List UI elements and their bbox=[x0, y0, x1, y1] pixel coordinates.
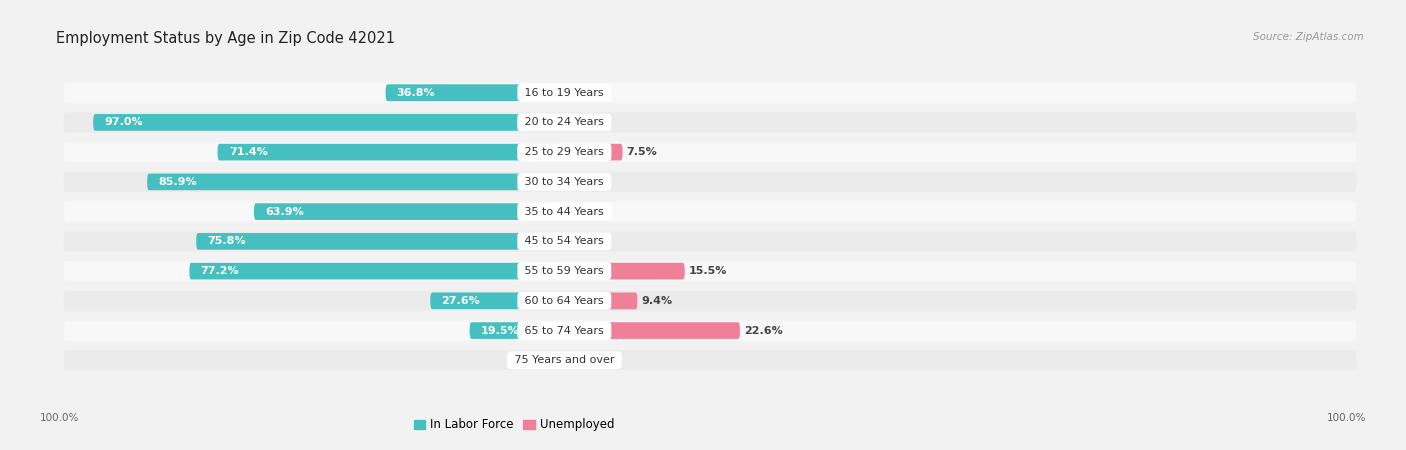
Text: 100.0%: 100.0% bbox=[39, 413, 79, 423]
FancyBboxPatch shape bbox=[564, 263, 685, 279]
FancyBboxPatch shape bbox=[63, 350, 1357, 370]
Text: 16 to 19 Years: 16 to 19 Years bbox=[522, 88, 607, 98]
FancyBboxPatch shape bbox=[430, 292, 564, 309]
Text: 30 to 34 Years: 30 to 34 Years bbox=[522, 177, 607, 187]
Text: 0.0%: 0.0% bbox=[571, 356, 600, 365]
Text: 45 to 54 Years: 45 to 54 Years bbox=[522, 236, 607, 246]
FancyBboxPatch shape bbox=[470, 322, 564, 339]
Text: 0.0%: 0.0% bbox=[571, 117, 600, 127]
Text: 1.1%: 1.1% bbox=[524, 356, 555, 365]
Legend: In Labor Force, Unemployed: In Labor Force, Unemployed bbox=[413, 418, 614, 431]
Text: 15.5%: 15.5% bbox=[689, 266, 727, 276]
FancyBboxPatch shape bbox=[560, 352, 564, 369]
FancyBboxPatch shape bbox=[564, 292, 637, 309]
Text: 0.0%: 0.0% bbox=[571, 236, 600, 246]
FancyBboxPatch shape bbox=[63, 291, 1357, 311]
Text: 35 to 44 Years: 35 to 44 Years bbox=[522, 207, 607, 216]
Text: 65 to 74 Years: 65 to 74 Years bbox=[522, 325, 607, 336]
Text: Employment Status by Age in Zip Code 42021: Employment Status by Age in Zip Code 420… bbox=[56, 32, 395, 46]
FancyBboxPatch shape bbox=[63, 261, 1357, 281]
Text: 27.6%: 27.6% bbox=[441, 296, 481, 306]
Text: 77.2%: 77.2% bbox=[201, 266, 239, 276]
FancyBboxPatch shape bbox=[385, 84, 564, 101]
Text: 55 to 59 Years: 55 to 59 Years bbox=[522, 266, 607, 276]
FancyBboxPatch shape bbox=[63, 202, 1357, 222]
FancyBboxPatch shape bbox=[564, 144, 623, 161]
Text: 75.8%: 75.8% bbox=[208, 236, 246, 246]
FancyBboxPatch shape bbox=[93, 114, 564, 131]
Text: Source: ZipAtlas.com: Source: ZipAtlas.com bbox=[1253, 32, 1364, 41]
Text: 25 to 29 Years: 25 to 29 Years bbox=[522, 147, 607, 157]
FancyBboxPatch shape bbox=[148, 174, 564, 190]
Text: 22.6%: 22.6% bbox=[744, 325, 782, 336]
Text: 0.0%: 0.0% bbox=[571, 177, 600, 187]
Text: 7.5%: 7.5% bbox=[626, 147, 657, 157]
Text: 60 to 64 Years: 60 to 64 Years bbox=[522, 296, 607, 306]
Text: 0.0%: 0.0% bbox=[571, 88, 600, 98]
Text: 71.4%: 71.4% bbox=[229, 147, 267, 157]
Text: 36.8%: 36.8% bbox=[396, 88, 436, 98]
Text: 9.4%: 9.4% bbox=[641, 296, 672, 306]
FancyBboxPatch shape bbox=[190, 263, 564, 279]
Text: 75 Years and over: 75 Years and over bbox=[510, 356, 617, 365]
Text: 20 to 24 Years: 20 to 24 Years bbox=[522, 117, 607, 127]
FancyBboxPatch shape bbox=[63, 142, 1357, 162]
FancyBboxPatch shape bbox=[63, 320, 1357, 341]
FancyBboxPatch shape bbox=[63, 231, 1357, 252]
Text: 0.0%: 0.0% bbox=[571, 207, 600, 216]
Text: 97.0%: 97.0% bbox=[104, 117, 143, 127]
Text: 63.9%: 63.9% bbox=[266, 207, 304, 216]
FancyBboxPatch shape bbox=[254, 203, 564, 220]
FancyBboxPatch shape bbox=[63, 112, 1357, 132]
FancyBboxPatch shape bbox=[63, 172, 1357, 192]
FancyBboxPatch shape bbox=[197, 233, 564, 250]
FancyBboxPatch shape bbox=[218, 144, 564, 161]
Text: 19.5%: 19.5% bbox=[481, 325, 519, 336]
Text: 85.9%: 85.9% bbox=[159, 177, 197, 187]
Text: 100.0%: 100.0% bbox=[1327, 413, 1367, 423]
FancyBboxPatch shape bbox=[63, 82, 1357, 103]
FancyBboxPatch shape bbox=[564, 322, 740, 339]
